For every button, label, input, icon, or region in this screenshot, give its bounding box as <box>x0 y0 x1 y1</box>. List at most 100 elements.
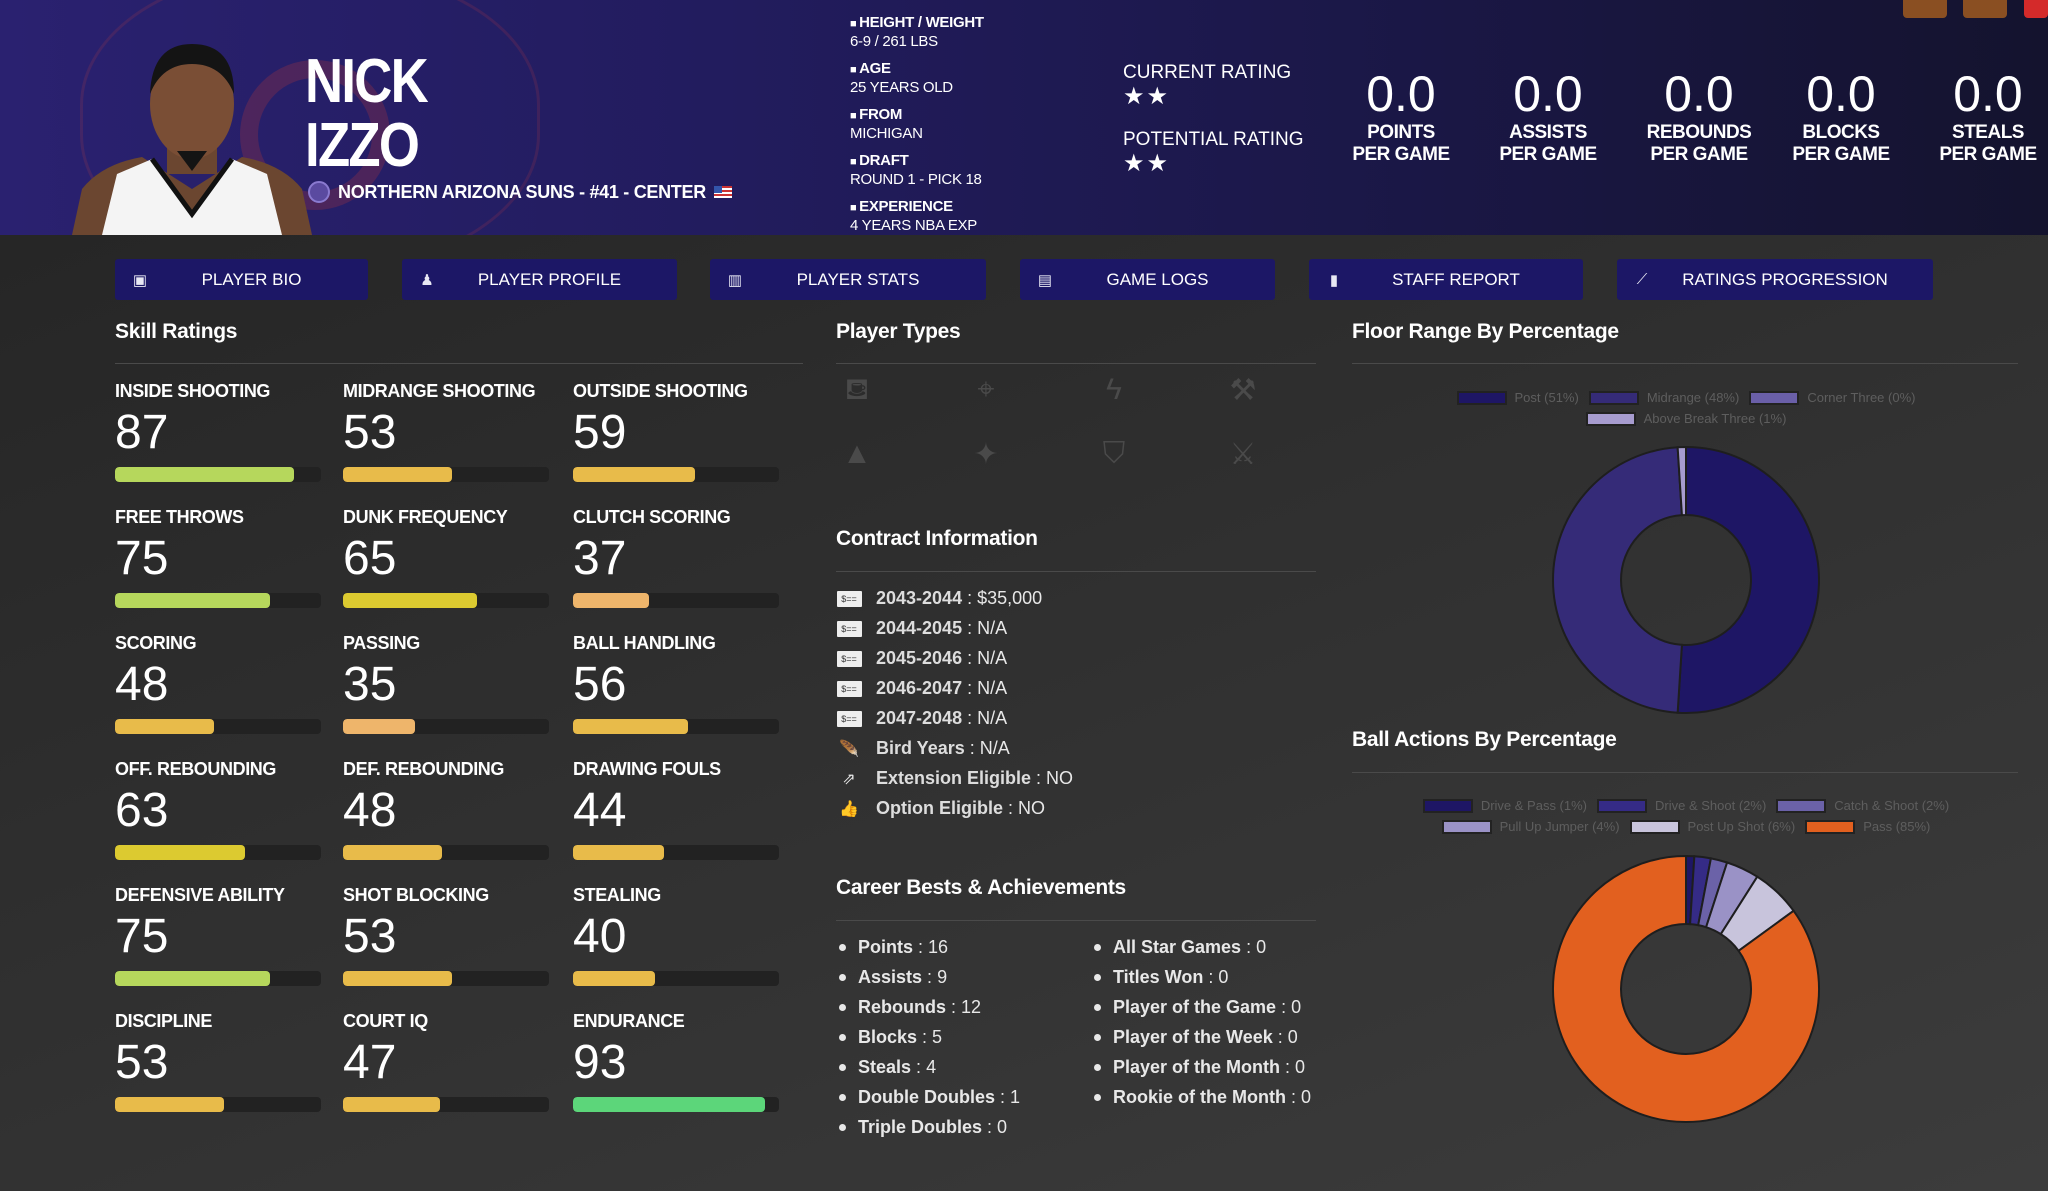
bullet-icon <box>839 944 846 951</box>
legend-label: Post (51%) <box>1514 390 1579 405</box>
info-label: EXPERIENCE <box>859 198 953 215</box>
line-chart-icon: ⟋ <box>1636 271 1648 288</box>
achievement-text: Blocks : 5 <box>858 1027 943 1047</box>
current-rating-label: CURRENT RATING <box>1123 62 1292 83</box>
tab-game-logs[interactable]: ▤ GAME LOGS <box>1020 259 1275 300</box>
wizard-hat-icon[interactable]: ▲ <box>842 437 872 470</box>
tab-label: STAFF REPORT <box>1392 269 1520 289</box>
tab-player-profile[interactable]: ♟ PLAYER PROFILE <box>402 259 677 300</box>
info-label: HEIGHT / WEIGHT <box>859 14 984 31</box>
contract-text: 2046-2047 : N/A <box>876 678 1008 698</box>
legend-item[interactable]: Above Break Three (1%) <box>1585 411 1786 426</box>
legend-item[interactable]: Pass (85%) <box>1805 819 1930 834</box>
skill-ball-handling: BALL HANDLING 56 <box>573 633 779 734</box>
next-player-button[interactable] <box>1963 0 2007 18</box>
user-clock-icon: ■ <box>850 202 860 214</box>
stat-label-sub: PER GAME <box>1650 144 1748 165</box>
paint-bucket-icon[interactable]: ⛾ <box>844 373 870 406</box>
money-check-icon: $== <box>836 590 862 608</box>
bullet-icon <box>839 1034 846 1041</box>
legend-item[interactable]: Corner Three (0%) <box>1749 390 1915 405</box>
achievement-text: Player of the Month : 0 <box>1113 1057 1306 1077</box>
contract-key: 2047-2048 <box>876 708 963 728</box>
contract-value: N/A <box>977 678 1008 698</box>
info-draft: ■ DRAFT ROUND 1 - PICK 18 <box>850 152 984 188</box>
achievement-value: 0 <box>1295 1057 1306 1077</box>
divider <box>836 363 1316 364</box>
donut-slice[interactable] <box>1676 445 1687 517</box>
donut-slice[interactable] <box>1676 445 1820 714</box>
skill-bar-fill <box>343 467 453 482</box>
legend-item[interactable]: Pull Up Jumper (4%) <box>1441 819 1620 834</box>
info-value: 6-9 / 261 LBS <box>850 33 938 50</box>
close-button[interactable] <box>2024 0 2048 18</box>
skill-bar-fill <box>115 719 214 734</box>
info-value: 4 YEARS NBA EXP <box>850 217 977 234</box>
achievement-text: Rookie of the Month : 0 <box>1113 1087 1312 1107</box>
contract-row: $== 2044-2045 : N/A <box>836 618 1007 639</box>
skill-bar-fill <box>343 1097 440 1112</box>
money-check-icon: $== <box>836 710 862 728</box>
tab-player-bio[interactable]: ▣ PLAYER BIO <box>115 259 368 300</box>
bullet-icon <box>1094 1004 1101 1011</box>
stat-label: STEALS <box>1952 122 2024 143</box>
skill-passing: PASSING 35 <box>343 633 549 734</box>
skill-off-rebounding: OFF. REBOUNDING 63 <box>115 759 321 860</box>
contract-value: $35,000 <box>977 588 1043 608</box>
bullet-icon <box>839 974 846 981</box>
contract-row: $== 2047-2048 : N/A <box>836 708 1007 729</box>
bolt-icon[interactable]: ϟ <box>1106 373 1122 406</box>
tab-staff-report[interactable]: ▮ STAFF REPORT <box>1309 259 1583 300</box>
skill-label: ENDURANCE <box>573 1011 685 1031</box>
divider <box>1352 363 2018 364</box>
broom-icon[interactable]: ⚔ <box>1229 438 1257 471</box>
achievement-value: 9 <box>937 967 948 987</box>
achievement-text: Rebounds : 12 <box>858 997 982 1017</box>
contract-text: 2044-2045 : N/A <box>876 618 1008 638</box>
legend-item[interactable]: Drive & Pass (1%) <box>1422 798 1587 813</box>
achievement-text: Triple Doubles : 0 <box>858 1117 1008 1137</box>
donut-slice[interactable] <box>1552 854 1820 1123</box>
legend-item[interactable]: Midrange (48%) <box>1588 390 1739 405</box>
skill-bar <box>343 593 549 608</box>
info-value: MICHIGAN <box>850 125 923 142</box>
donut-slice[interactable] <box>1551 446 1683 714</box>
legend-label: Drive & Shoot (2%) <box>1655 798 1767 813</box>
birthday-cake-icon: ■ <box>850 64 860 76</box>
paint-roller-icon[interactable]: ⚒ <box>1229 374 1257 407</box>
tab-player-stats[interactable]: ▥ PLAYER STATS <box>710 259 986 300</box>
stat-label-sub: PER GAME <box>1939 144 2037 165</box>
info-label-row: ■ DRAFT <box>850 152 984 171</box>
skill-bar-fill <box>115 971 270 986</box>
legend-item[interactable]: Drive & Shoot (2%) <box>1597 798 1766 813</box>
hashtag-icon: ■ <box>850 156 860 168</box>
stat-label-sub: PER GAME <box>1792 144 1890 165</box>
info-value: ROUND 1 - PICK 18 <box>850 171 982 188</box>
career-title: Career Bests & Achievements <box>836 876 1126 899</box>
ball-actions-title: Ball Actions By Percentage <box>1352 728 1617 751</box>
reader-icon: ♟ <box>420 271 434 289</box>
achievement-value: 12 <box>961 997 982 1017</box>
bullet-icon <box>839 1094 846 1101</box>
feather-icon: 🪶 <box>839 740 859 758</box>
tab-label: PLAYER BIO <box>201 269 302 289</box>
info-label-row: ■ FROM <box>850 106 984 125</box>
chart-legend: Drive & Pass (1%) Drive & Shoot (2%) Catch… <box>1406 798 1966 834</box>
legend-item[interactable]: Post Up Shot (6%) <box>1629 819 1795 834</box>
magic-wand-icon[interactable]: ✦ <box>973 438 999 471</box>
school-icon: ■ <box>850 110 860 122</box>
crosshairs-icon[interactable]: ⌖ <box>977 373 995 406</box>
tab-ratings-progression[interactable]: ⟋ RATINGS PROGRESSION <box>1617 259 1933 300</box>
shield-icon[interactable]: ⛉ <box>1102 437 1126 470</box>
legend-swatch <box>1776 798 1827 813</box>
info-experience: ■ EXPERIENCE 4 YEARS NBA EXP <box>850 198 984 234</box>
stat-label: REBOUNDS <box>1646 122 1752 143</box>
legend-item[interactable]: Catch & Shoot (2%) <box>1776 798 1949 813</box>
skill-bar <box>573 845 779 860</box>
previous-player-button[interactable] <box>1903 0 1947 18</box>
skill-value: 87 <box>115 406 169 459</box>
contract-key: 2043-2044 <box>876 588 963 608</box>
legend-item[interactable]: Post (51%) <box>1456 390 1579 405</box>
skill-bar <box>573 719 779 734</box>
achievement-item: Player of the Week : 0 <box>1094 1027 1298 1048</box>
